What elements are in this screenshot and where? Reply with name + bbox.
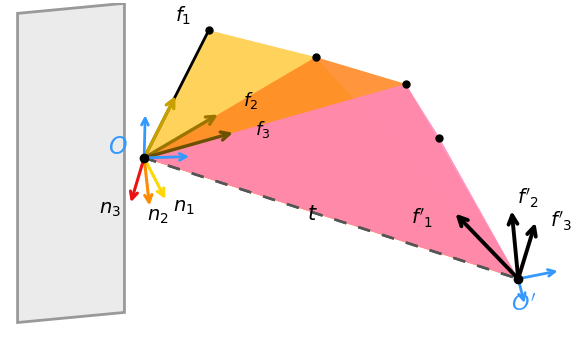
Text: $t$: $t$ bbox=[307, 204, 318, 224]
Text: $f'_3$: $f'_3$ bbox=[550, 210, 573, 233]
Text: $f_1$: $f_1$ bbox=[175, 5, 191, 27]
Text: $n_1$: $n_1$ bbox=[173, 199, 195, 217]
Text: $f_3$: $f_3$ bbox=[255, 119, 271, 140]
Text: $f'_2$: $f'_2$ bbox=[517, 187, 539, 210]
Text: $n_2$: $n_2$ bbox=[147, 208, 169, 226]
Text: $O'$: $O'$ bbox=[511, 294, 537, 316]
Text: $f'_1$: $f'_1$ bbox=[411, 207, 434, 230]
Polygon shape bbox=[144, 57, 518, 279]
Text: $f_2$: $f_2$ bbox=[243, 90, 258, 111]
Text: $n_3$: $n_3$ bbox=[99, 200, 121, 219]
Polygon shape bbox=[18, 3, 124, 323]
Polygon shape bbox=[144, 84, 518, 279]
Polygon shape bbox=[144, 30, 518, 279]
Text: $O$: $O$ bbox=[108, 136, 127, 159]
